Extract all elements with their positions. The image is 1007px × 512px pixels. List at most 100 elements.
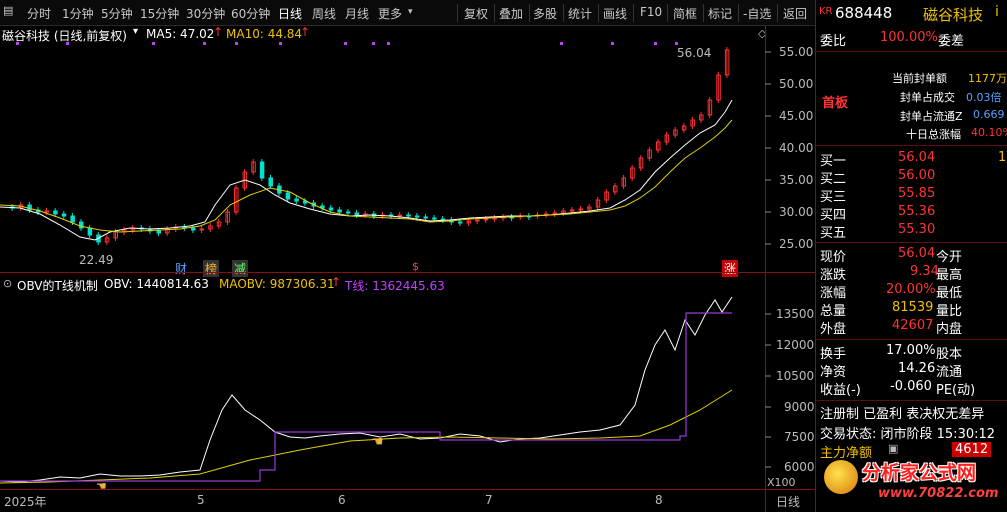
period-5min[interactable]: 5分钟 bbox=[101, 7, 133, 21]
candle-body bbox=[457, 221, 463, 224]
chevron-down-icon[interactable]: ▾ bbox=[408, 7, 413, 17]
tool-f10[interactable]: F10 bbox=[640, 5, 663, 19]
candle-body bbox=[414, 215, 420, 218]
chart-title: 磁谷科技 (日线,前复权) bbox=[2, 29, 127, 43]
period-daily[interactable]: 日线 bbox=[278, 7, 303, 21]
candle-body bbox=[595, 199, 601, 208]
chart-icon[interactable]: ▣ bbox=[888, 442, 899, 455]
bid-volume: 1 bbox=[998, 150, 1007, 165]
bid-label: 买二 bbox=[820, 172, 847, 187]
candle-body bbox=[242, 171, 248, 189]
tool-back[interactable]: 返回 bbox=[783, 7, 808, 21]
seal-turnover-value: 0.03倍 bbox=[966, 91, 1002, 104]
diamond-icon[interactable]: ◇ bbox=[758, 27, 767, 40]
ten-day-gain-value: 40.10% bbox=[971, 126, 1007, 139]
ind-y-tick: 13500 bbox=[776, 307, 815, 321]
tags-line: 注册制 已盈利 表决权无差异 bbox=[820, 407, 985, 422]
candle-body bbox=[104, 237, 110, 243]
kr-badge: KR bbox=[819, 6, 833, 17]
candle-body bbox=[578, 208, 583, 211]
net-flow-value: 4612 bbox=[952, 442, 992, 457]
tool-simple-frame[interactable]: 简框 bbox=[673, 7, 698, 21]
bid-price: 56.00 bbox=[898, 168, 936, 183]
quote-label: 总量 bbox=[820, 304, 847, 319]
info-icon[interactable]: i bbox=[995, 4, 999, 20]
bid-label: 买三 bbox=[820, 190, 847, 205]
event-badge-dollar[interactable]: $ bbox=[412, 260, 419, 273]
candle-body bbox=[690, 119, 695, 127]
t-line-label: T线: 1362445.63 bbox=[345, 279, 445, 293]
candle-body bbox=[569, 209, 575, 212]
period-1min[interactable]: 1分钟 bbox=[62, 7, 94, 21]
candle-body bbox=[552, 212, 558, 215]
y-tick: 30.00 bbox=[779, 205, 814, 219]
candle-body bbox=[44, 210, 50, 213]
period-30min[interactable]: 30分钟 bbox=[186, 7, 226, 21]
quote-value: 81539 bbox=[892, 300, 934, 315]
candle-body bbox=[216, 221, 222, 227]
tool-mark[interactable]: 标记 bbox=[708, 7, 733, 21]
tool-stats[interactable]: 统计 bbox=[568, 7, 593, 21]
period-monthly[interactable]: 月线 bbox=[345, 7, 370, 21]
watermark-logo-icon bbox=[824, 460, 858, 494]
candle-body bbox=[406, 214, 411, 217]
tool-fuquan[interactable]: 复权 bbox=[464, 7, 489, 21]
svg-text:☚: ☚ bbox=[371, 434, 384, 450]
candle-body bbox=[79, 221, 84, 229]
x-label-year: 2025年 bbox=[4, 495, 47, 509]
stat-label: 收益(-) bbox=[820, 383, 861, 398]
period-fenshi[interactable]: 分时 bbox=[27, 7, 52, 21]
candle-body bbox=[61, 213, 67, 217]
weibi-label: 委比 bbox=[820, 34, 847, 49]
stat-value: 14.26 bbox=[898, 361, 936, 376]
low-price-label: 22.49 bbox=[79, 253, 114, 267]
stock-code: 688448 bbox=[835, 4, 893, 22]
quote-label: 量比 bbox=[936, 304, 963, 319]
first-board-tag: 首板 bbox=[822, 96, 849, 111]
candle-body bbox=[328, 207, 334, 211]
x-label-month: 6 bbox=[338, 493, 346, 507]
candle-body bbox=[251, 161, 256, 173]
watermark-title: 分析家公式网 bbox=[862, 462, 977, 484]
candle-body bbox=[268, 177, 273, 187]
period-60min[interactable]: 60分钟 bbox=[231, 7, 271, 21]
collapse-icon[interactable]: ▤ bbox=[3, 4, 14, 17]
candle-body bbox=[483, 218, 489, 221]
candle-body bbox=[423, 216, 428, 219]
bid-price: 55.30 bbox=[898, 222, 936, 237]
quote-value: 20.00% bbox=[886, 282, 936, 297]
stat-label: PE(动) bbox=[936, 383, 976, 398]
period-weekly[interactable]: 周线 bbox=[312, 7, 337, 21]
candle-body bbox=[681, 125, 687, 131]
quote-label: 最低 bbox=[936, 286, 963, 301]
candle-body bbox=[466, 220, 472, 224]
period-15min[interactable]: 15分钟 bbox=[140, 7, 180, 21]
ind-y-tick: 12000 bbox=[776, 338, 815, 352]
candle-body bbox=[716, 74, 721, 101]
stat-label: 流通 bbox=[936, 365, 963, 380]
ma-dropdown-icon[interactable]: ▾ bbox=[133, 26, 139, 37]
indicator-settings-icon[interactable]: ⊙ bbox=[3, 277, 13, 290]
ma10-label: MA10: 44.84 bbox=[226, 27, 303, 41]
stat-label: 净资 bbox=[820, 365, 847, 380]
seal-float-label: 封单占流通Z bbox=[900, 110, 963, 123]
tool-watchlist-remove[interactable]: -自选 bbox=[743, 7, 772, 21]
candle-body bbox=[156, 230, 162, 234]
candle-body bbox=[27, 204, 32, 211]
status-line: 交易状态: 闭市阶段 15:30:12 bbox=[820, 427, 996, 442]
ma5-up-arrow-icon: ↑ bbox=[213, 25, 224, 39]
chart-canvas: ☚ ☚ bbox=[0, 26, 815, 512]
tool-multistock[interactable]: 多股 bbox=[533, 7, 558, 21]
watermark: 分析家公式网 www.70822.com bbox=[818, 456, 1006, 508]
period-more[interactable]: 更多 bbox=[378, 7, 403, 21]
tool-draw[interactable]: 画线 bbox=[603, 7, 628, 21]
period-toolbar: ▤ 分时 1分钟 5分钟 15分钟 30分钟 60分钟 日线 周线 月线 更多 … bbox=[0, 0, 815, 26]
maobv-label: MAOBV: 987306.31 bbox=[219, 277, 335, 291]
candle-body bbox=[647, 149, 652, 159]
bid-label: 买五 bbox=[820, 226, 847, 241]
y-tick: 25.00 bbox=[779, 237, 814, 251]
tool-overlay[interactable]: 叠加 bbox=[499, 7, 524, 21]
quote-label: 涨幅 bbox=[820, 286, 847, 301]
x-label-month: 8 bbox=[655, 493, 663, 507]
quote-label: 内盘 bbox=[936, 322, 963, 337]
